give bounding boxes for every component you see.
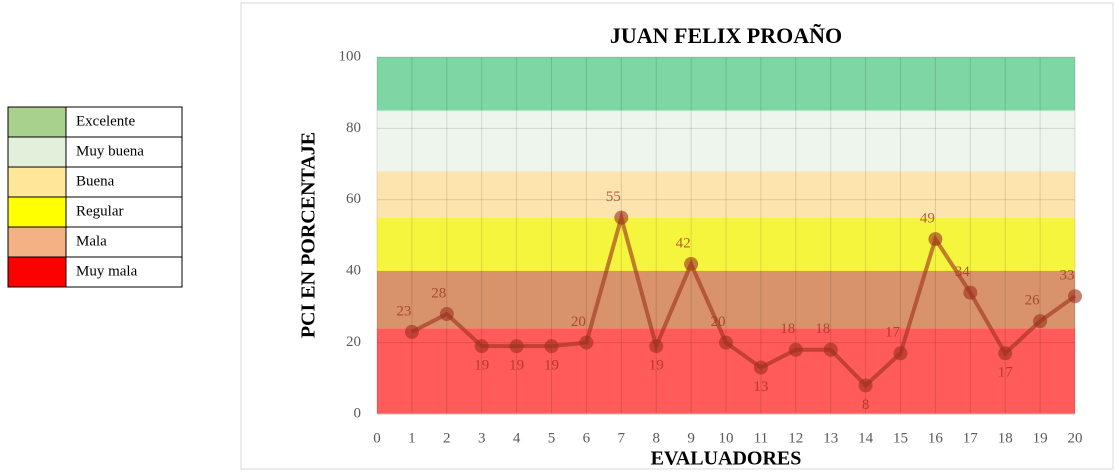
legend-label: Muy mala bbox=[76, 263, 138, 279]
data-point bbox=[544, 339, 559, 354]
data-label: 19 bbox=[474, 358, 489, 374]
data-label: 19 bbox=[649, 358, 664, 374]
data-label: 8 bbox=[862, 397, 870, 413]
legend-cell bbox=[65, 256, 183, 288]
data-point bbox=[893, 346, 908, 361]
data-label: 20 bbox=[571, 314, 586, 330]
data-point bbox=[963, 285, 978, 300]
data-label: 34 bbox=[955, 264, 971, 280]
chart-title: JUAN FELIX PROAÑO bbox=[610, 23, 842, 48]
x-tick-label: 17 bbox=[963, 430, 979, 446]
legend-label: Regular bbox=[76, 203, 123, 219]
x-tick-label: 18 bbox=[998, 430, 1013, 446]
data-label: 26 bbox=[1025, 293, 1041, 309]
x-tick-label: 14 bbox=[858, 430, 874, 446]
data-label: 20 bbox=[711, 314, 726, 330]
x-tick-label: 19 bbox=[1033, 430, 1048, 446]
data-label: 13 bbox=[753, 379, 768, 395]
x-tick-label: 6 bbox=[583, 430, 591, 446]
x-tick-label: 7 bbox=[618, 430, 626, 446]
x-tick-label: 5 bbox=[548, 430, 556, 446]
data-point bbox=[858, 378, 873, 393]
y-axis-label: PCI EN PORCENTAJE bbox=[298, 132, 320, 338]
legend-label: Excelente bbox=[76, 113, 135, 129]
legend-swatch bbox=[7, 106, 67, 138]
data-point bbox=[579, 335, 594, 350]
legend-swatch bbox=[7, 226, 67, 258]
data-label: 18 bbox=[815, 321, 830, 337]
data-point bbox=[928, 232, 943, 247]
band bbox=[377, 217, 1075, 272]
data-label: 17 bbox=[998, 365, 1014, 381]
data-label: 17 bbox=[885, 325, 901, 341]
x-tick-label: 2 bbox=[443, 430, 451, 446]
x-tick-label: 11 bbox=[754, 430, 768, 446]
band bbox=[377, 171, 1075, 218]
legend-swatch bbox=[7, 196, 67, 228]
data-label: 18 bbox=[780, 321, 795, 337]
data-label: 33 bbox=[1060, 268, 1075, 284]
data-point bbox=[1033, 314, 1048, 329]
y-tick-label: 100 bbox=[339, 48, 362, 64]
x-tick-label: 16 bbox=[928, 430, 944, 446]
data-point bbox=[684, 257, 699, 272]
x-tick-label: 12 bbox=[788, 430, 803, 446]
x-tick-label: 13 bbox=[823, 430, 838, 446]
legend-cell bbox=[65, 136, 183, 168]
legend-label: Buena bbox=[76, 173, 115, 189]
data-point bbox=[649, 339, 664, 354]
data-label: 42 bbox=[676, 235, 691, 251]
x-tick-label: 0 bbox=[373, 430, 381, 446]
x-tick-label: 20 bbox=[1068, 430, 1083, 446]
legend-swatch bbox=[7, 136, 67, 168]
data-point bbox=[753, 360, 768, 375]
legend-swatch bbox=[7, 256, 67, 288]
legend-cell bbox=[65, 226, 183, 258]
data-point bbox=[474, 339, 489, 354]
x-tick-label: 3 bbox=[478, 430, 486, 446]
data-label: 23 bbox=[396, 303, 411, 319]
x-tick-label: 9 bbox=[687, 430, 695, 446]
data-point bbox=[509, 339, 524, 354]
legend-label: Muy buena bbox=[76, 143, 144, 159]
x-axis-label: EVALUADORES bbox=[651, 448, 802, 470]
band bbox=[377, 110, 1075, 172]
data-point bbox=[439, 307, 454, 322]
data-point bbox=[998, 346, 1013, 361]
data-label: 28 bbox=[431, 285, 446, 301]
y-tick-label: 20 bbox=[346, 334, 361, 350]
x-tick-label: 15 bbox=[893, 430, 908, 446]
x-tick-label: 4 bbox=[513, 430, 521, 446]
data-point bbox=[719, 335, 733, 350]
band bbox=[377, 57, 1075, 111]
data-label: 49 bbox=[920, 211, 935, 227]
legend-swatch bbox=[7, 166, 67, 198]
band bbox=[377, 271, 1075, 329]
x-tick-label: 1 bbox=[408, 430, 416, 446]
data-point bbox=[823, 342, 838, 357]
data-label: 19 bbox=[544, 358, 559, 374]
y-tick-label: 60 bbox=[346, 191, 361, 207]
y-tick-label: 80 bbox=[346, 120, 361, 136]
data-point bbox=[404, 324, 419, 339]
legend-label: Mala bbox=[76, 233, 107, 249]
y-tick-label: 40 bbox=[346, 263, 361, 279]
x-tick-label: 8 bbox=[652, 430, 660, 446]
y-tick-label: 0 bbox=[354, 405, 362, 421]
data-label: 55 bbox=[606, 189, 621, 205]
legend-cell bbox=[65, 166, 183, 198]
legend-cell bbox=[65, 106, 183, 138]
data-point bbox=[614, 210, 629, 225]
x-tick-label: 10 bbox=[719, 430, 734, 446]
data-point bbox=[1068, 289, 1082, 304]
data-point bbox=[788, 342, 803, 357]
data-label: 19 bbox=[509, 358, 524, 374]
